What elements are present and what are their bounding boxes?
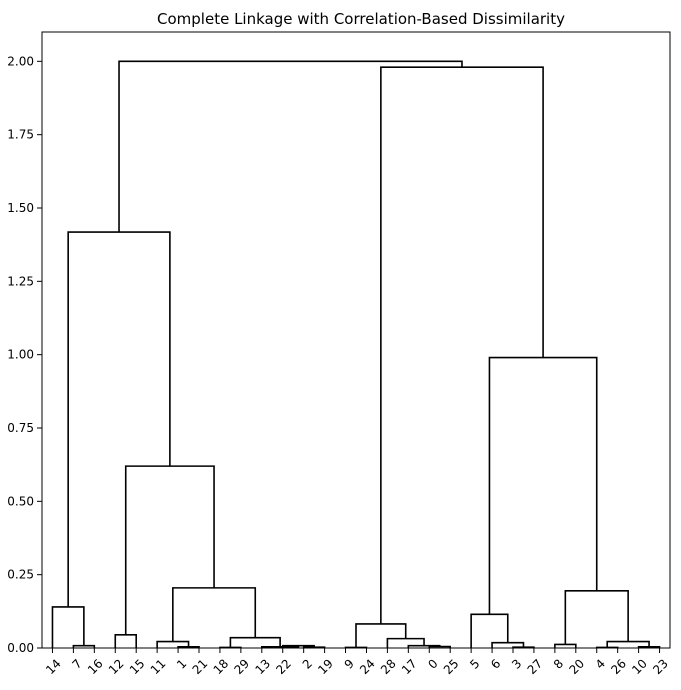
leaf-label: 19 (315, 656, 336, 677)
y-tick-label: 1.00 (7, 348, 34, 362)
leaf-label: 8 (551, 656, 566, 671)
leaf-label: 13 (252, 656, 273, 677)
chart-title: Complete Linkage with Correlation-Based … (157, 10, 565, 28)
dendrogram-links (52, 61, 659, 648)
leaf-label: 17 (399, 656, 420, 677)
leaf-label: 21 (190, 656, 211, 677)
y-tick-label: 0.00 (7, 641, 34, 655)
leaf-label: 22 (273, 656, 294, 677)
y-tick-label: 1.75 (7, 128, 34, 142)
leaf-label: 23 (650, 656, 671, 677)
dendrogram-link (387, 639, 424, 648)
y-tick-label: 0.50 (7, 494, 34, 508)
leaf-label: 11 (148, 656, 169, 677)
leaf-label: 4 (593, 656, 608, 671)
dendrogram-link (489, 358, 596, 615)
leaf-label: 3 (509, 656, 524, 671)
dendrogram-link (52, 607, 83, 648)
dendrogram-chart: Complete Linkage with Correlation-Based … (0, 0, 681, 690)
dendrogram-link (68, 232, 170, 607)
leaf-label: 24 (357, 656, 378, 677)
leaf-label: 16 (85, 656, 106, 677)
y-tick-label: 2.00 (7, 54, 34, 68)
dendrogram-link (115, 635, 136, 648)
dendrogram-link (565, 591, 628, 645)
leaf-label: 27 (525, 656, 546, 677)
dendrogram-link (119, 61, 462, 232)
y-axis: 0.00 0.25 0.50 0.75 1.00 1.25 1.50 1.75 2.00 (7, 54, 42, 655)
dendrogram-link (555, 644, 576, 648)
y-tick-label: 1.50 (7, 201, 34, 215)
dendrogram-link (356, 624, 406, 647)
leaf-label: 7 (69, 656, 84, 671)
dendrogram-link (173, 588, 255, 642)
y-tick-label: 0.75 (7, 421, 34, 435)
leaf-label: 6 (488, 656, 503, 671)
leaf-label: 9 (342, 656, 357, 671)
y-tick-label: 1.25 (7, 274, 34, 288)
leaf-label: 10 (629, 656, 650, 677)
leaf-label: 25 (441, 656, 462, 677)
leaf-label: 0 (425, 656, 440, 671)
leaf-label: 2 (300, 656, 315, 671)
leaf-label: 29 (232, 656, 253, 677)
leaf-label: 14 (43, 656, 64, 677)
y-tick-label: 0.25 (7, 568, 34, 582)
leaf-label: 28 (378, 656, 399, 677)
x-axis: 14 7 16 12 15 11 1 21 18 29 13 22 2 19 9 24 28 17 0 25 5 6 3 27… (43, 648, 671, 677)
leaf-label: 18 (211, 656, 232, 677)
plot-frame (42, 32, 670, 648)
leaf-label: 15 (127, 656, 148, 677)
leaf-label: 26 (608, 656, 629, 677)
dendrogram-link (126, 466, 214, 635)
leaf-label: 5 (467, 656, 482, 671)
leaf-label: 20 (566, 656, 587, 677)
leaf-label: 12 (106, 656, 127, 677)
dendrogram-link (381, 67, 543, 624)
leaf-label: 1 (174, 656, 189, 671)
dendrogram-link (230, 638, 280, 648)
